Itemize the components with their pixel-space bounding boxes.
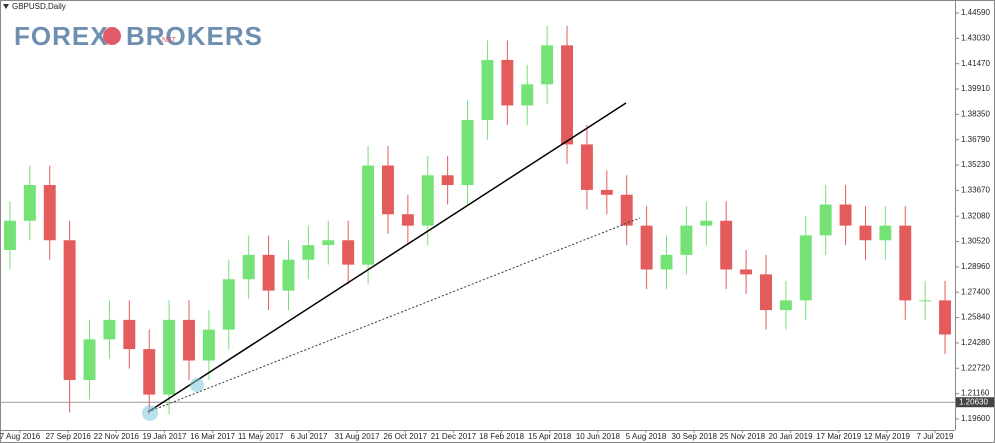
candle-body bbox=[779, 300, 792, 311]
candle-body bbox=[262, 254, 275, 291]
candle-body bbox=[83, 339, 96, 380]
candle-body bbox=[461, 120, 474, 186]
candle-body bbox=[43, 185, 56, 241]
plot: 1.44590 1.43030 1.41470 1.39910 1.38350 1.367… bbox=[0, 8, 994, 441]
y-tick-label: 1.19600 bbox=[961, 414, 990, 423]
candle-body bbox=[799, 235, 812, 301]
touch-point bbox=[142, 405, 158, 421]
candle-body bbox=[441, 175, 454, 186]
candle-body bbox=[362, 165, 375, 265]
candle-body bbox=[302, 245, 315, 260]
candle-body bbox=[760, 274, 772, 311]
y-tick-label: 1.32080 bbox=[961, 211, 990, 220]
y-tick-label: 1.24280 bbox=[961, 338, 990, 347]
x-tick-label: 15 Apr 2018 bbox=[528, 432, 572, 441]
x-tick-label: 25 Nov 2018 bbox=[720, 432, 766, 441]
y-tick-label: 1.39910 bbox=[961, 84, 990, 93]
trend-line bbox=[147, 102, 627, 413]
candle-body bbox=[720, 220, 733, 270]
candle-body bbox=[23, 185, 36, 221]
trend-line-dotted bbox=[147, 217, 641, 413]
y-tick-label: 1.28960 bbox=[961, 262, 990, 271]
y-tick-label: 1.30520 bbox=[961, 237, 990, 246]
x-tick-label: 19 Jan 2017 bbox=[142, 432, 187, 441]
candle-body bbox=[700, 220, 713, 226]
candle-body bbox=[322, 240, 335, 246]
y-tick-label: 1.41470 bbox=[961, 59, 990, 68]
chart-title: GBPUSD,Daily bbox=[12, 2, 66, 11]
y-tick-label: 1.33670 bbox=[961, 185, 990, 194]
x-tick-label: 10 Jun 2018 bbox=[576, 432, 621, 441]
x-tick-label: 16 Mar 2017 bbox=[190, 432, 235, 441]
candle-body bbox=[63, 240, 76, 380]
y-tick-label: 1.36790 bbox=[961, 135, 990, 144]
x-tick-label: 7 Jul 2019 bbox=[917, 432, 954, 441]
candle-body bbox=[541, 45, 554, 85]
candle-body bbox=[143, 349, 156, 395]
x-tick-label: 12 May 2019 bbox=[864, 432, 911, 441]
y-tick-label: 1.44590 bbox=[961, 8, 990, 17]
y-tick-label: 1.21160 bbox=[961, 389, 990, 398]
candle-body bbox=[123, 319, 136, 350]
candle-body bbox=[3, 220, 16, 251]
x-tick-label: 18 Feb 2018 bbox=[479, 432, 524, 441]
x-tick-label: 27 Sep 2016 bbox=[45, 432, 91, 441]
logo-badge: .NET bbox=[160, 37, 177, 44]
y-tick-label: 1.35230 bbox=[961, 160, 990, 169]
candle-body bbox=[919, 300, 932, 302]
touch-point bbox=[190, 378, 204, 392]
candle-body bbox=[580, 144, 593, 190]
x-tick-label: 5 Aug 2018 bbox=[626, 432, 667, 441]
x-tick-label: 17 Mar 2019 bbox=[816, 432, 861, 441]
candle-body bbox=[660, 254, 673, 270]
y-tick-label: 1.25840 bbox=[961, 313, 990, 322]
candle-body bbox=[561, 45, 573, 145]
candle-body bbox=[401, 214, 414, 226]
candle-body bbox=[521, 84, 534, 106]
candle-body bbox=[501, 59, 514, 106]
bid-label-bg bbox=[956, 397, 994, 408]
x-tick-label: 20 Jan 2019 bbox=[769, 432, 814, 441]
candle-body bbox=[939, 300, 952, 335]
y-tick-label: 1.27400 bbox=[961, 287, 990, 296]
candle-body bbox=[740, 269, 753, 275]
y-tick-label: 1.38350 bbox=[961, 109, 990, 118]
logo-mark bbox=[103, 27, 121, 45]
candle-body bbox=[242, 254, 255, 280]
candle-body bbox=[620, 194, 633, 226]
candle-body bbox=[640, 225, 653, 270]
candle-body bbox=[222, 279, 235, 330]
candle-body bbox=[342, 240, 355, 265]
candle-body bbox=[819, 204, 832, 236]
candle-body bbox=[183, 319, 195, 361]
candle-body bbox=[839, 204, 852, 226]
logo-left: FOREX bbox=[14, 21, 109, 51]
candle-body bbox=[103, 319, 116, 340]
x-tick-label: 7 Aug 2016 bbox=[0, 432, 41, 441]
x-tick-label: 30 Sep 2018 bbox=[672, 432, 718, 441]
candle-body bbox=[163, 319, 176, 395]
candle-body bbox=[859, 225, 872, 241]
x-tick-label: 31 Aug 2017 bbox=[335, 432, 380, 441]
menu-icon bbox=[3, 4, 9, 9]
x-tick-label: 22 Nov 2016 bbox=[94, 432, 140, 441]
candle-body bbox=[421, 175, 434, 226]
candle-body bbox=[899, 225, 912, 301]
x-tick-label: 6 Jul 2017 bbox=[290, 432, 327, 441]
candle-body bbox=[600, 189, 613, 195]
x-tick-label: 11 May 2017 bbox=[238, 432, 284, 441]
candle-body bbox=[202, 329, 215, 361]
candle-body bbox=[879, 225, 892, 241]
y-tick-label: 1.22720 bbox=[961, 363, 990, 372]
bid-label: 1.20630 bbox=[959, 397, 988, 406]
candle-body bbox=[282, 259, 295, 291]
y-tick-label: 1.43030 bbox=[961, 33, 990, 42]
logo-right: BROKERS bbox=[126, 21, 263, 51]
candle-body bbox=[382, 165, 394, 215]
candle-body bbox=[680, 225, 693, 255]
candle-body bbox=[481, 59, 494, 121]
x-tick-label: 21 Dec 2017 bbox=[431, 432, 477, 441]
x-tick-label: 26 Oct 2017 bbox=[383, 432, 427, 441]
